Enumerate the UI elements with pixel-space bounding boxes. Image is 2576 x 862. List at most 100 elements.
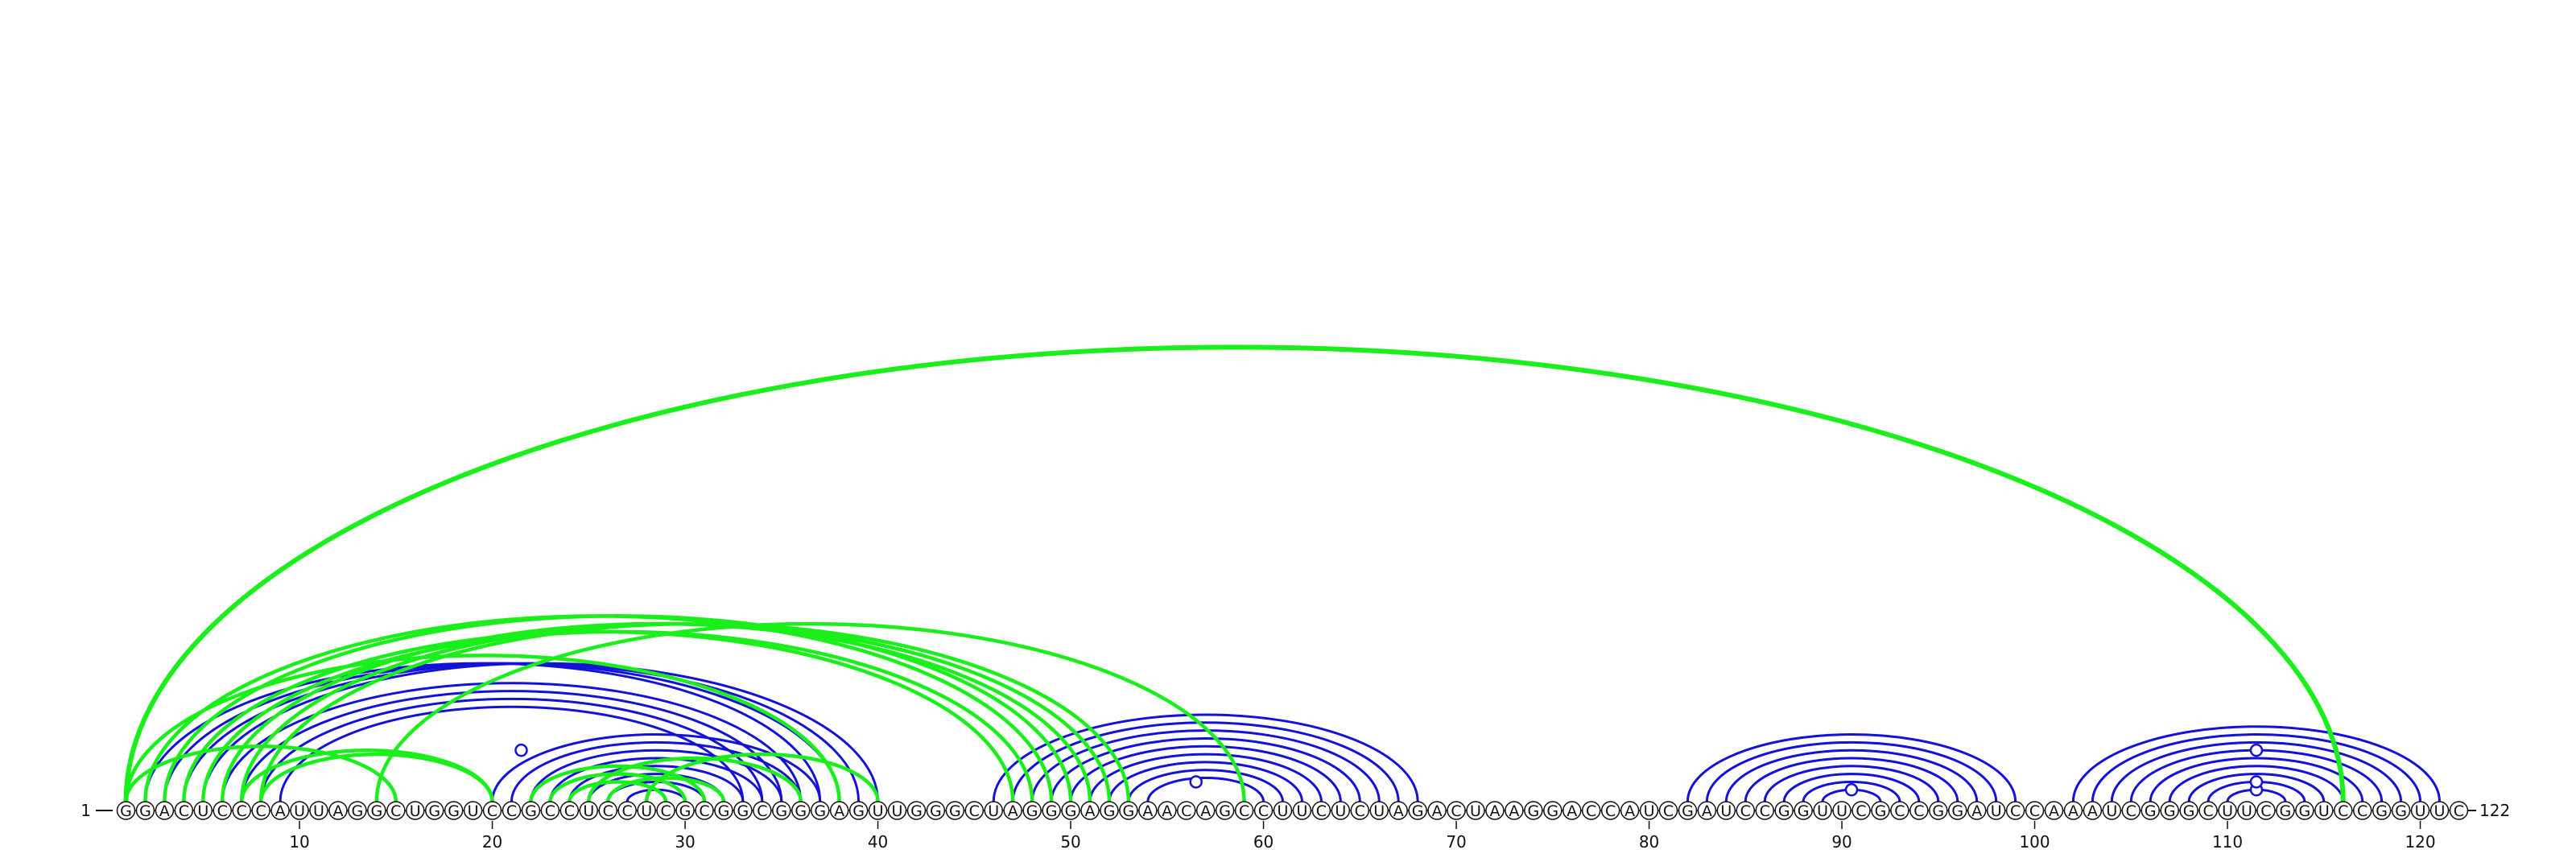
blue-base-pair-arc bbox=[1129, 770, 1283, 802]
nucleotide-letter: A bbox=[1393, 802, 1404, 820]
nucleotide: C bbox=[2199, 802, 2217, 820]
nucleotide: G bbox=[734, 802, 752, 820]
nucleotide-letter: G bbox=[1527, 802, 1539, 820]
nucleotide: C bbox=[1236, 802, 1253, 820]
nucleotide: A bbox=[155, 802, 173, 820]
nucleotide: G bbox=[927, 802, 944, 820]
axis-tick-label: 60 bbox=[1253, 832, 1274, 852]
nucleotide: A bbox=[831, 802, 848, 820]
nucleotide: C bbox=[2334, 802, 2352, 820]
nucleotide: A bbox=[1081, 802, 1099, 820]
nucleotide-letter: G bbox=[1875, 802, 1887, 820]
nucleotide: G bbox=[1120, 802, 1137, 820]
nucleotide-letter: G bbox=[1123, 802, 1135, 820]
nucleotide: G bbox=[1216, 802, 1234, 820]
nucleotide-letter: C bbox=[1586, 802, 1596, 820]
nucleotide-letter: C bbox=[2010, 802, 2021, 820]
axis-tick-label: 80 bbox=[1639, 832, 1659, 852]
nucleotide-letter: G bbox=[852, 802, 865, 820]
nucleotide: G bbox=[1544, 802, 1562, 820]
nucleotide-letter: C bbox=[1258, 802, 1269, 820]
nucleotide: A bbox=[1968, 802, 1986, 820]
pair-marker bbox=[2251, 744, 2262, 756]
nucleotide: C bbox=[503, 802, 521, 820]
nucleotide-letter: U bbox=[468, 802, 479, 820]
nucleotide-letter: C bbox=[564, 802, 575, 820]
axis-tick-label: 40 bbox=[868, 832, 888, 852]
nucleotide-letter: G bbox=[428, 802, 440, 820]
blue-base-pair-arc bbox=[1109, 762, 1302, 802]
nucleotide-letter: G bbox=[2395, 802, 2407, 820]
nucleotide: G bbox=[2296, 802, 2314, 820]
nucleotide: C bbox=[2354, 802, 2372, 820]
nucleotide: G bbox=[1409, 802, 1426, 820]
nucleotide-letter: U bbox=[2434, 802, 2446, 820]
nucleotide-letter: C bbox=[1740, 802, 1751, 820]
nucleotide-letter: C bbox=[2454, 802, 2464, 820]
nucleotide-letter: C bbox=[506, 802, 517, 820]
nucleotide: C bbox=[2122, 802, 2140, 820]
nucleotide: C bbox=[1583, 802, 1600, 820]
nucleotide: C bbox=[2257, 802, 2275, 820]
axis-tick-label: 90 bbox=[1831, 832, 1852, 852]
nucleotide-letter: C bbox=[256, 802, 266, 820]
nucleotide-letter: G bbox=[1682, 802, 1694, 820]
nucleotide: C bbox=[1891, 802, 1909, 820]
nucleotide: G bbox=[715, 802, 733, 820]
nucleotide-letter: C bbox=[757, 802, 767, 820]
nucleotide: U bbox=[869, 802, 887, 820]
nucleotide-letter: U bbox=[2318, 802, 2330, 820]
nucleotide-letter: G bbox=[1951, 802, 1963, 820]
nucleotide-letter: G bbox=[525, 802, 537, 820]
nucleotide: U bbox=[1274, 802, 1292, 820]
nucleotide-letter: G bbox=[718, 802, 730, 820]
nucleotide-letter: G bbox=[448, 802, 460, 820]
nucleotide: A bbox=[1197, 802, 1215, 820]
nucleotide-letter: G bbox=[814, 802, 826, 820]
nucleotide-letter: G bbox=[910, 802, 923, 820]
nucleotide: G bbox=[1794, 802, 1812, 820]
nucleotide-letter: A bbox=[1971, 802, 1982, 820]
axis-tick-label: 20 bbox=[482, 832, 502, 852]
nucleotide-letter: A bbox=[1432, 802, 1443, 820]
nucleotide: C bbox=[387, 802, 405, 820]
nucleotide-letter: G bbox=[949, 802, 961, 820]
nucleotide-letter: A bbox=[2068, 802, 2079, 820]
nucleotide-letter: G bbox=[1219, 802, 1231, 820]
nucleotide-letter: G bbox=[737, 802, 749, 820]
nucleotide: U bbox=[638, 802, 655, 820]
nucleotide-letter: C bbox=[390, 802, 401, 820]
nucleotide: G bbox=[1949, 802, 1967, 820]
nucleotide: U bbox=[310, 802, 328, 820]
nucleotide-letter: G bbox=[1778, 802, 1790, 820]
nucleotide: U bbox=[2238, 802, 2256, 820]
nucleotide: C bbox=[1255, 802, 1273, 820]
nucleotide: C bbox=[1447, 802, 1465, 820]
nucleotide: C bbox=[599, 802, 617, 820]
nucleotide: G bbox=[136, 802, 154, 820]
nucleotide: C bbox=[1660, 802, 1678, 820]
nucleotide-letter: A bbox=[1702, 802, 1712, 820]
nucleotide-letter: U bbox=[2241, 802, 2252, 820]
nucleotide-letter: G bbox=[1046, 802, 1058, 820]
nucleotide: C bbox=[696, 802, 713, 820]
nucleotide-letter: U bbox=[313, 802, 324, 820]
nucleotide: U bbox=[1467, 802, 1484, 820]
nucleotide-letter: G bbox=[2376, 802, 2388, 820]
nucleotide: C bbox=[560, 802, 578, 820]
nucleotide: U bbox=[2431, 802, 2449, 820]
nucleotide-letter: G bbox=[1104, 802, 1116, 820]
nucleotide: A bbox=[271, 802, 289, 820]
nucleotide-letter: A bbox=[1008, 802, 1018, 820]
nucleotide-letter: A bbox=[1567, 802, 1577, 820]
nucleotide-letter: C bbox=[1355, 802, 1365, 820]
nucleotide: G bbox=[2161, 802, 2178, 820]
nucleotide-letter: G bbox=[1412, 802, 1424, 820]
nucleotide: G bbox=[1023, 802, 1041, 820]
nucleotide: A bbox=[1505, 802, 1523, 820]
nucleotide-letter: G bbox=[775, 802, 787, 820]
nucleotide: U bbox=[2315, 802, 2333, 820]
nucleotide-letter: C bbox=[545, 802, 555, 820]
nucleotide-letter: G bbox=[2298, 802, 2310, 820]
